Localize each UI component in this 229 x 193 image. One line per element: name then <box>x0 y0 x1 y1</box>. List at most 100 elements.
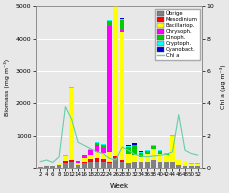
Bar <box>75 161 80 163</box>
Bar <box>194 164 199 166</box>
Bar <box>75 165 80 168</box>
Bar <box>113 5 118 156</box>
Bar <box>107 162 111 163</box>
Bar <box>113 158 118 168</box>
Bar <box>150 146 155 149</box>
Bar <box>176 165 180 168</box>
Bar <box>94 158 99 162</box>
Bar <box>157 162 161 168</box>
Bar <box>82 155 86 158</box>
Bar <box>69 87 74 88</box>
Bar <box>88 149 93 150</box>
Bar <box>132 155 136 162</box>
Bar <box>63 163 68 168</box>
Bar <box>88 162 93 168</box>
Bar <box>63 156 68 161</box>
Y-axis label: Biomass (mg m⁻³): Biomass (mg m⁻³) <box>4 59 10 116</box>
Bar <box>57 165 61 168</box>
Bar <box>69 162 74 168</box>
Bar <box>94 146 99 152</box>
Bar <box>75 163 80 165</box>
Bar <box>138 151 143 152</box>
Bar <box>63 155 68 156</box>
Y-axis label: Chl a (µg m⁻³): Chl a (µg m⁻³) <box>219 65 225 109</box>
Bar <box>188 164 193 166</box>
Bar <box>100 145 105 148</box>
Bar <box>150 149 155 160</box>
Bar <box>125 154 130 163</box>
Bar <box>82 158 86 162</box>
Bar <box>182 162 187 166</box>
Bar <box>88 155 93 159</box>
Bar <box>119 32 124 160</box>
Bar <box>44 165 49 166</box>
Bar <box>150 145 155 146</box>
Bar <box>119 19 124 20</box>
Bar <box>100 162 105 168</box>
Bar <box>119 30 124 32</box>
Bar <box>107 163 111 168</box>
Bar <box>100 148 105 152</box>
Bar <box>194 166 199 168</box>
Bar <box>107 20 111 21</box>
Bar <box>119 160 124 162</box>
Bar <box>163 153 168 154</box>
Bar <box>132 145 136 146</box>
Bar <box>132 162 136 168</box>
Bar <box>119 20 124 30</box>
Bar <box>100 144 105 145</box>
Bar <box>63 161 68 163</box>
Bar <box>38 167 42 168</box>
Bar <box>138 157 143 162</box>
Bar <box>163 154 168 155</box>
Bar <box>69 160 74 162</box>
Bar <box>82 163 86 168</box>
Bar <box>88 159 93 162</box>
Bar <box>125 163 130 168</box>
Bar <box>94 141 99 143</box>
Bar <box>107 152 111 162</box>
Bar <box>157 151 161 154</box>
Bar <box>107 26 111 152</box>
Bar <box>94 143 99 146</box>
Bar <box>57 164 61 165</box>
Bar <box>194 163 199 164</box>
Bar <box>163 162 168 168</box>
Bar <box>119 162 124 168</box>
Bar <box>125 146 130 147</box>
Bar <box>100 152 105 159</box>
Bar <box>138 162 143 168</box>
Bar <box>169 162 174 168</box>
Bar <box>157 150 161 151</box>
Bar <box>150 160 155 168</box>
Bar <box>50 166 55 168</box>
Bar <box>182 166 187 168</box>
Bar <box>132 146 136 155</box>
Bar <box>113 156 118 158</box>
Bar <box>44 166 49 168</box>
Bar <box>138 152 143 157</box>
Bar <box>157 154 161 162</box>
X-axis label: Week: Week <box>109 183 128 189</box>
Bar <box>144 154 149 162</box>
Bar <box>144 150 149 151</box>
Bar <box>82 162 86 163</box>
Bar <box>113 2 118 5</box>
Bar <box>88 150 93 155</box>
Bar <box>107 21 111 26</box>
Bar <box>132 143 136 145</box>
Bar <box>176 160 180 165</box>
Bar <box>188 163 193 164</box>
Bar <box>144 162 149 168</box>
Bar <box>69 88 74 160</box>
Bar <box>113 0 118 2</box>
Bar <box>94 162 99 168</box>
Bar <box>100 159 105 162</box>
Bar <box>125 147 130 154</box>
Bar <box>169 135 174 136</box>
Bar <box>169 136 174 162</box>
Bar <box>94 152 99 158</box>
Bar <box>163 155 168 162</box>
Bar <box>144 151 149 154</box>
Bar <box>188 166 193 168</box>
